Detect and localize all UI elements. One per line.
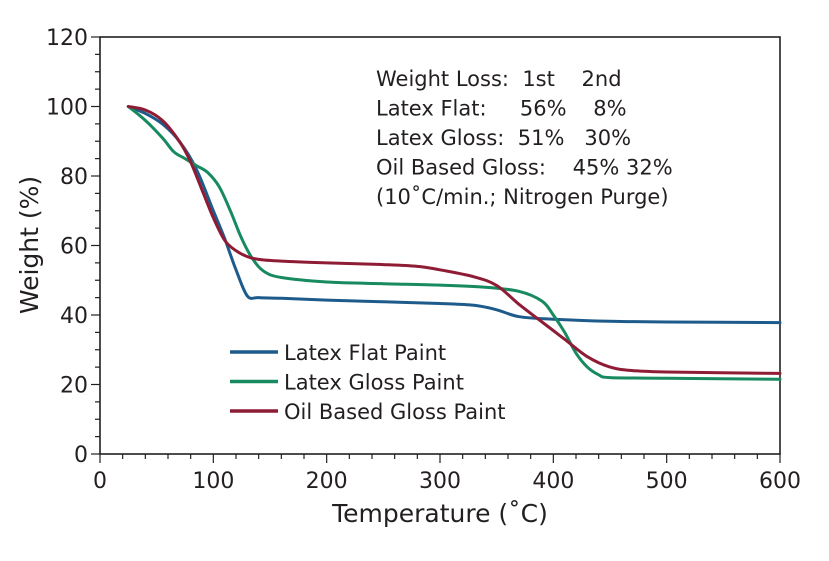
series-lines	[126, 105, 782, 381]
series-line-oil-based-gloss	[126, 105, 782, 375]
annotation-line: Oil Based Gloss: 45% 32%	[376, 156, 673, 180]
x-axis-title: Temperature (˚C)	[331, 499, 548, 528]
x-tick-label: 400	[532, 469, 574, 494]
annotation-line: Latex Flat: 56% 8%	[376, 97, 627, 121]
y-tick-label: 40	[60, 304, 88, 329]
y-tick-label: 20	[60, 374, 88, 399]
annotation-line: (10˚C/min.; Nitrogen Purge)	[376, 185, 669, 209]
legend-label: Latex Gloss Paint	[284, 371, 464, 395]
y-tick-label: 120	[46, 26, 88, 51]
y-axis-title: Weight (%)	[15, 176, 44, 314]
y-tick-label: 80	[60, 165, 88, 190]
x-tick-label: 500	[646, 469, 688, 494]
x-tick-label: 200	[306, 469, 348, 494]
x-tick-label: 600	[759, 469, 801, 494]
legend-label: Latex Flat Paint	[284, 341, 446, 365]
y-tick-label: 60	[60, 235, 88, 260]
legend-label: Oil Based Gloss Paint	[284, 400, 506, 424]
x-tick-label: 300	[419, 469, 461, 494]
weight-loss-annotation: Weight Loss: 1st 2nd Latex Flat: 56% 8% La…	[376, 67, 673, 209]
y-tick-label: 0	[74, 443, 88, 468]
x-tick-label: 0	[93, 469, 107, 494]
legend: Latex Flat Paint Latex Gloss Paint Oil Bas…	[230, 341, 506, 424]
y-tick-label: 100	[46, 96, 88, 121]
x-tick-label: 100	[192, 469, 234, 494]
annotation-line: Latex Gloss: 51% 30%	[376, 126, 631, 150]
annotation-line: Weight Loss: 1st 2nd	[376, 67, 622, 91]
